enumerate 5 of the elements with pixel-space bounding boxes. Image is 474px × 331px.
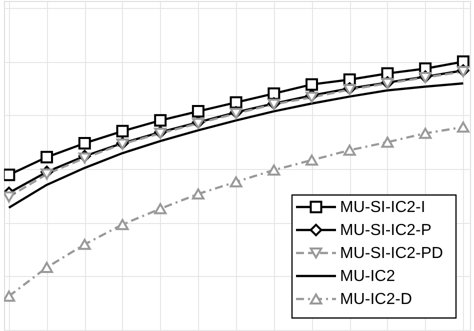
legend-label: MU-IC2	[340, 268, 396, 285]
legend-label: MU-SI-IC2-I	[340, 199, 426, 216]
legend-label: MU-SI-IC2-P	[340, 222, 432, 239]
legend-label: MU-IC2-D	[340, 291, 412, 308]
legend-label: MU-SI-IC2-PD	[340, 245, 444, 262]
